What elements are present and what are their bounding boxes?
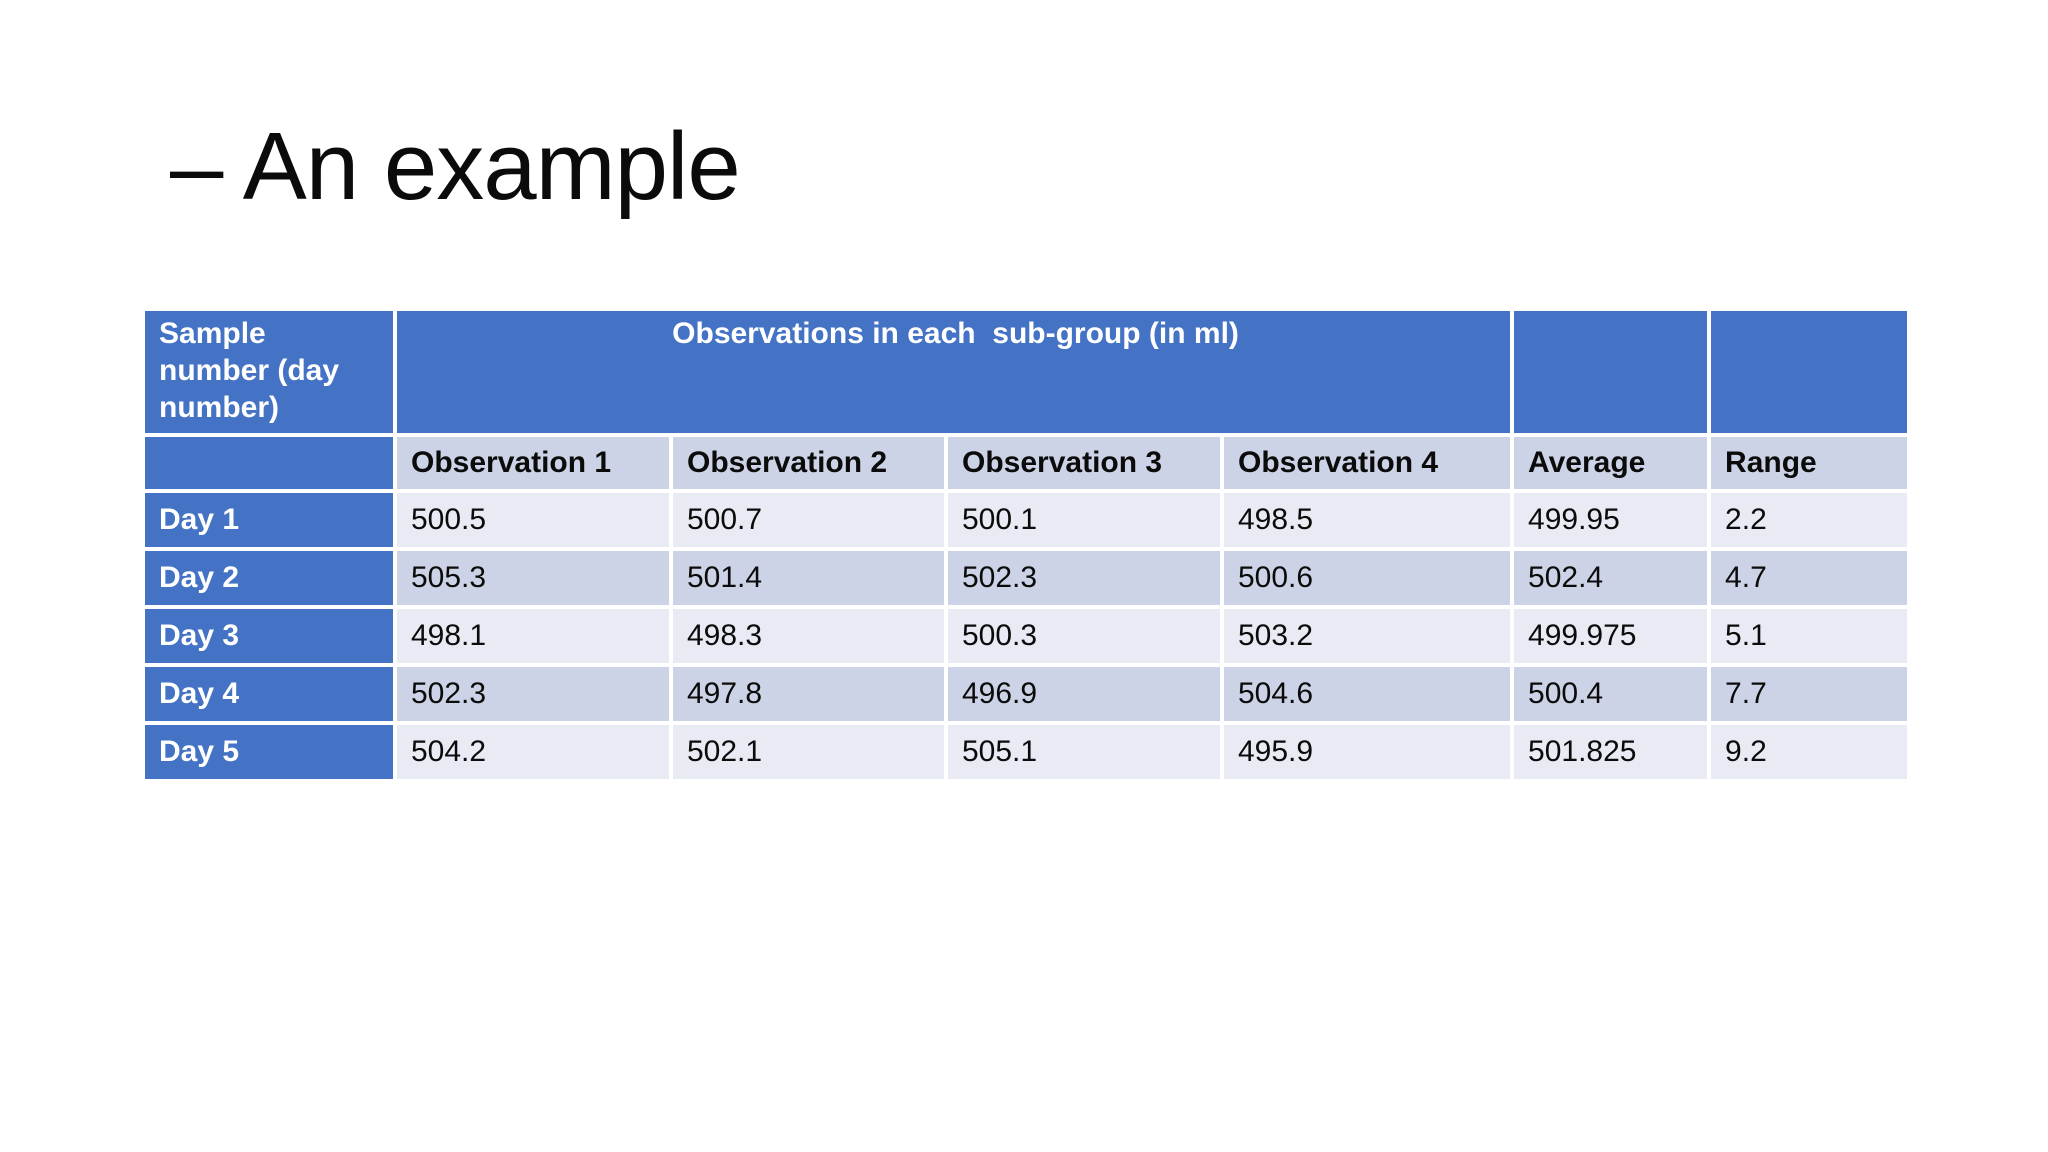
day-3-obs-3: 500.3 (944, 605, 1224, 667)
table-header-top-row: Sample number (day number) Observations … (141, 307, 1912, 437)
page-title: – An example (170, 113, 741, 220)
day-4-obs-2: 497.8 (669, 663, 948, 725)
table-row-day-4: Day 4 502.3 497.8 496.9 504.6 500.4 7.7 (141, 663, 1912, 725)
day-4-range: 7.7 (1707, 663, 1912, 725)
day-3-average: 499.975 (1510, 605, 1712, 667)
day-4-obs-1: 502.3 (393, 663, 673, 725)
day-2-obs-3: 502.3 (944, 547, 1224, 609)
day-2-obs-1: 505.3 (393, 547, 673, 609)
row-label-day-3: Day 3 (141, 605, 397, 667)
table-row-day-5: Day 5 504.2 502.1 505.1 495.9 501.825 9.… (141, 721, 1912, 783)
row-label-day-2: Day 2 (141, 547, 397, 609)
header-spacer-average (1510, 307, 1712, 437)
row-label-day-1: Day 1 (141, 489, 397, 551)
day-4-obs-3: 496.9 (944, 663, 1224, 725)
day-4-average: 500.4 (1510, 663, 1712, 725)
col-header-observation-4: Observation 4 (1219, 433, 1515, 493)
col-header-average: Average (1510, 433, 1712, 493)
day-2-average: 502.4 (1510, 547, 1712, 609)
col-header-range: Range (1707, 433, 1912, 493)
header-observations-span: Observations in each sub-group (in ml) (392, 307, 1515, 437)
day-5-obs-3: 505.1 (944, 721, 1224, 783)
day-5-average: 501.825 (1510, 721, 1712, 783)
table-row-day-3: Day 3 498.1 498.3 500.3 503.2 499.975 5.… (141, 605, 1912, 667)
row-label-day-5: Day 5 (141, 721, 397, 783)
day-1-obs-2: 500.7 (669, 489, 948, 551)
day-5-obs-1: 504.2 (393, 721, 673, 783)
observations-table: Sample number (day number) Observations … (141, 307, 1912, 783)
header-sample-number: Sample number (day number) (141, 307, 397, 437)
day-1-range: 2.2 (1707, 489, 1912, 551)
day-5-range: 9.2 (1707, 721, 1912, 783)
table-subheader-row: Observation 1 Observation 2 Observation … (141, 433, 1912, 493)
table-row-day-1: Day 1 500.5 500.7 500.1 498.5 499.95 2.2 (141, 489, 1912, 551)
day-3-obs-4: 503.2 (1219, 605, 1515, 667)
day-4-obs-4: 504.6 (1219, 663, 1515, 725)
col-header-observation-3: Observation 3 (944, 433, 1224, 493)
day-1-obs-1: 500.5 (393, 489, 673, 551)
day-3-obs-2: 498.3 (669, 605, 948, 667)
day-5-obs-2: 502.1 (669, 721, 948, 783)
day-1-obs-3: 500.1 (944, 489, 1224, 551)
day-5-obs-4: 495.9 (1219, 721, 1515, 783)
day-2-range: 4.7 (1707, 547, 1912, 609)
subheader-empty-cell (141, 433, 397, 493)
col-header-observation-1: Observation 1 (393, 433, 673, 493)
day-1-average: 499.95 (1510, 489, 1712, 551)
day-2-obs-4: 500.6 (1219, 547, 1515, 609)
table-row-day-2: Day 2 505.3 501.4 502.3 500.6 502.4 4.7 (141, 547, 1912, 609)
day-3-range: 5.1 (1707, 605, 1912, 667)
day-3-obs-1: 498.1 (393, 605, 673, 667)
header-spacer-range (1707, 307, 1912, 437)
day-1-obs-4: 498.5 (1219, 489, 1515, 551)
col-header-observation-2: Observation 2 (669, 433, 948, 493)
day-2-obs-2: 501.4 (669, 547, 948, 609)
row-label-day-4: Day 4 (141, 663, 397, 725)
